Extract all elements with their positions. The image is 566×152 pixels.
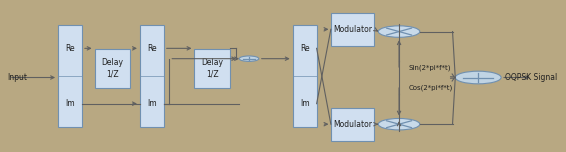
Text: Modulator: Modulator: [333, 25, 372, 34]
Text: Re: Re: [300, 44, 310, 53]
Text: Im: Im: [65, 99, 75, 108]
Text: Input: Input: [7, 73, 27, 82]
Text: Delay
1/Z: Delay 1/Z: [101, 58, 123, 79]
Bar: [331, 13, 375, 46]
Text: Re: Re: [147, 44, 157, 53]
Text: OQPSK Signal: OQPSK Signal: [505, 73, 557, 82]
Bar: [95, 49, 130, 88]
Circle shape: [378, 26, 420, 37]
Bar: [331, 108, 375, 141]
Text: Cos(2*pi*f*t): Cos(2*pi*f*t): [409, 85, 453, 91]
Bar: [194, 49, 230, 88]
Bar: [58, 25, 82, 127]
Text: Re: Re: [65, 44, 75, 53]
Bar: [140, 25, 164, 127]
Text: Im: Im: [300, 99, 310, 108]
Circle shape: [378, 118, 420, 130]
Text: Im: Im: [147, 99, 157, 108]
Bar: [293, 25, 316, 127]
Circle shape: [239, 56, 259, 61]
Text: Sin(2*pi*f*t): Sin(2*pi*f*t): [409, 64, 451, 71]
Text: Delay
1/Z: Delay 1/Z: [201, 58, 223, 79]
Text: Modulator: Modulator: [333, 120, 372, 129]
Circle shape: [455, 71, 501, 84]
